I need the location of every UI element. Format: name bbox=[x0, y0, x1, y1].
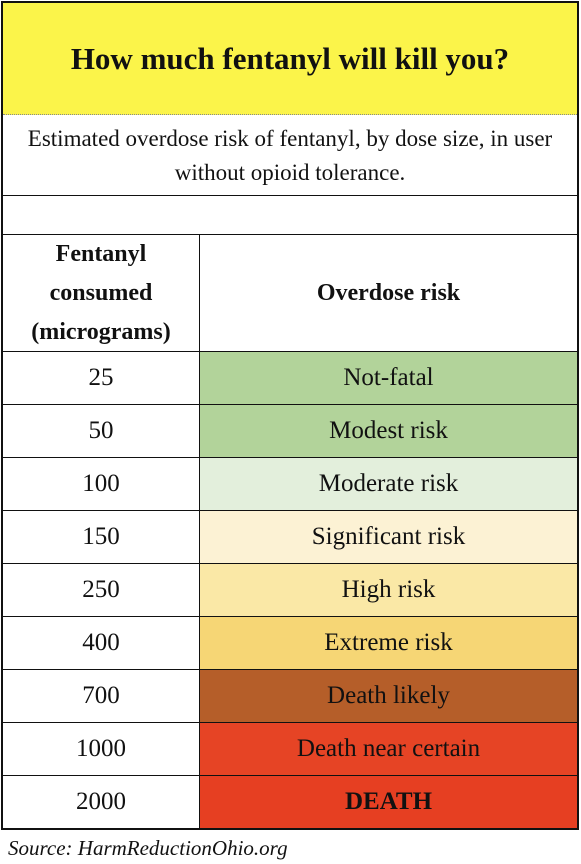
dose-cell: 150 bbox=[82, 523, 120, 550]
dose-cell: 250 bbox=[82, 576, 120, 603]
risk-cell: Not-fatal bbox=[200, 352, 577, 404]
header-risk-cell: Overdose risk bbox=[200, 235, 577, 351]
header-dose-line1: Fentanyl bbox=[55, 240, 147, 267]
outer-border-right bbox=[577, 1, 579, 829]
subtitle-bottom-rule bbox=[1, 195, 579, 196]
outer-border-bottom bbox=[1, 828, 579, 830]
dose-cell: 25 bbox=[88, 364, 114, 391]
blank-row bbox=[3, 196, 577, 234]
risk-cell: Death near certain bbox=[200, 723, 577, 775]
dose-cell: 2000 bbox=[76, 788, 126, 815]
row-divider bbox=[1, 351, 579, 352]
outer-border-top bbox=[1, 1, 579, 3]
dose-cell: 400 bbox=[82, 629, 120, 656]
risk-cell: Extreme risk bbox=[200, 617, 577, 669]
header-dose-cell: Fentanyl consumed (micrograms) bbox=[3, 235, 199, 351]
risk-cell: Moderate risk bbox=[200, 458, 577, 510]
row-divider bbox=[1, 510, 579, 511]
table-title: How much fentanyl will kill you? bbox=[70, 40, 510, 76]
header-dose-line3: (micrograms) bbox=[31, 318, 171, 345]
risk-cell: Significant risk bbox=[200, 511, 577, 563]
dose-cell: 100 bbox=[82, 470, 120, 497]
table-subtitle: Estimated overdose risk of fentanyl, by … bbox=[27, 125, 553, 185]
title-band: How much fentanyl will kill you? bbox=[3, 3, 577, 115]
row-divider bbox=[1, 775, 579, 776]
header-dose-line2: consumed bbox=[49, 279, 153, 306]
header-risk-label: Overdose risk bbox=[316, 279, 461, 306]
dose-cell: 700 bbox=[82, 682, 120, 709]
row-divider bbox=[1, 722, 579, 723]
row-divider bbox=[1, 828, 579, 829]
row-divider bbox=[1, 616, 579, 617]
blank-row-bottom-rule bbox=[1, 234, 579, 235]
fentanyl-risk-table: How much fentanyl will kill you? Estimat… bbox=[1, 1, 579, 830]
dose-cell: 50 bbox=[88, 417, 114, 444]
row-divider bbox=[1, 669, 579, 670]
column-divider bbox=[199, 235, 200, 828]
risk-cell: Modest risk bbox=[200, 405, 577, 457]
risk-cell: High risk bbox=[200, 564, 577, 616]
outer-border-left bbox=[1, 1, 3, 829]
risk-cell: Death likely bbox=[200, 670, 577, 722]
risk-cell: DEATH bbox=[200, 776, 577, 828]
subtitle-band: Estimated overdose risk of fentanyl, by … bbox=[3, 116, 577, 195]
row-divider bbox=[1, 404, 579, 405]
source-credit: Source: HarmReductionOhio.org bbox=[8, 836, 288, 860]
dose-cell: 1000 bbox=[76, 735, 126, 762]
row-divider bbox=[1, 457, 579, 458]
row-divider bbox=[1, 563, 579, 564]
